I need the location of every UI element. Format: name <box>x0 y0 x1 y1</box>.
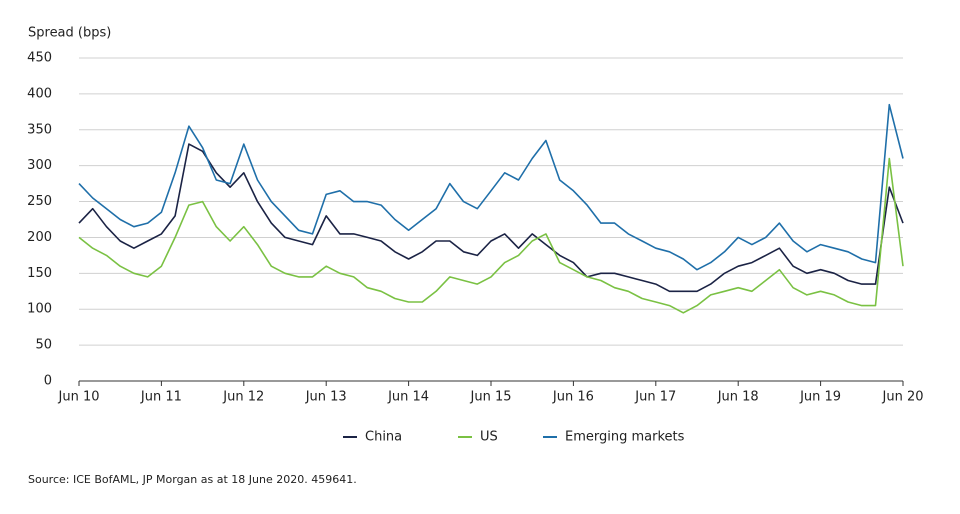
y-tick-label: 400 <box>27 86 52 101</box>
y-tick-label: 200 <box>27 230 52 245</box>
x-tick-label: Jun 15 <box>470 390 512 405</box>
y-tick-label: 50 <box>35 338 52 353</box>
legend-label: Emerging markets <box>565 430 685 445</box>
y-axis-label: Spread (bps) <box>28 26 111 41</box>
x-tick-label: Jun 13 <box>305 390 347 405</box>
x-tick-label: Jun 14 <box>387 390 429 405</box>
series-line <box>78 157 904 314</box>
legend-label: China <box>365 430 402 445</box>
x-tick-label: Jun 20 <box>882 390 924 405</box>
x-tick-label: Jun 18 <box>717 390 759 405</box>
x-tick-label: Jun 16 <box>552 390 594 405</box>
y-tick-label: 250 <box>27 194 52 209</box>
x-tick-label: Jun 17 <box>634 390 676 405</box>
source-note: Source: ICE BofAML, JP Morgan as at 18 J… <box>28 473 357 486</box>
x-tick-label: Jun 12 <box>222 390 264 405</box>
x-tick-label: Jun 10 <box>58 390 100 405</box>
y-tick-label: 300 <box>27 158 52 173</box>
y-tick-label: 450 <box>27 51 52 66</box>
x-tick-label: Jun 11 <box>140 390 182 405</box>
series-line <box>78 143 904 293</box>
y-tick-label: 350 <box>27 122 52 137</box>
legend-label: US <box>480 430 498 445</box>
y-tick-label: 0 <box>44 374 52 389</box>
y-tick-label: 100 <box>27 302 52 317</box>
x-tick-label: Jun 19 <box>799 390 841 405</box>
series-line <box>78 103 904 271</box>
y-tick-label: 150 <box>27 266 52 281</box>
